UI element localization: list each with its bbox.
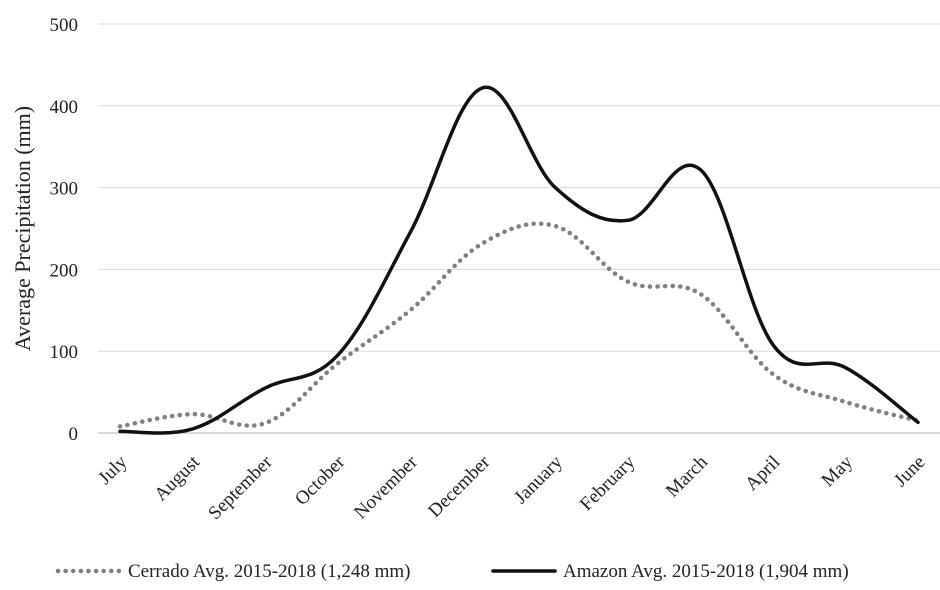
legend: Cerrado Avg. 2015-2018 (1,248 mm) Amazon … <box>55 561 849 582</box>
x-tick-label: April <box>741 452 784 495</box>
series-line-cerrado <box>117 221 921 429</box>
x-tick-label: March <box>662 451 712 501</box>
legend-label: Cerrado Avg. 2015-2018 (1,248 mm) <box>128 561 411 582</box>
y-axis-title: Average Precipitation (mm) <box>10 106 35 351</box>
x-tick-label: November <box>350 451 422 523</box>
y-tick-label: 400 <box>50 97 79 118</box>
x-tick-label: June <box>890 452 929 491</box>
x-tick-label: February <box>576 451 640 515</box>
legend-label: Amazon Avg. 2015-2018 (1,904 mm) <box>563 561 849 582</box>
y-tick-label: 100 <box>50 342 79 363</box>
x-tick-label: July <box>94 451 132 489</box>
x-tick-label: January <box>510 451 567 508</box>
y-tick-label: 200 <box>50 260 79 281</box>
y-tick-labels: 0 100 200 300 400 500 <box>50 15 79 445</box>
x-tick-label: September <box>204 451 277 524</box>
y-tick-label: 300 <box>50 179 79 200</box>
x-tick-label: December <box>424 451 495 522</box>
y-tick-label: 500 <box>50 15 79 36</box>
gridlines <box>98 23 940 352</box>
x-tick-labels: July August September October November Decemb… <box>94 451 929 524</box>
x-tick-label: May <box>818 451 858 491</box>
y-tick-label: 0 <box>69 424 79 445</box>
x-tick-label: August <box>150 451 204 505</box>
series-line-amazon <box>118 85 920 435</box>
series-layer <box>117 85 921 435</box>
x-tick-label: October <box>291 451 350 510</box>
